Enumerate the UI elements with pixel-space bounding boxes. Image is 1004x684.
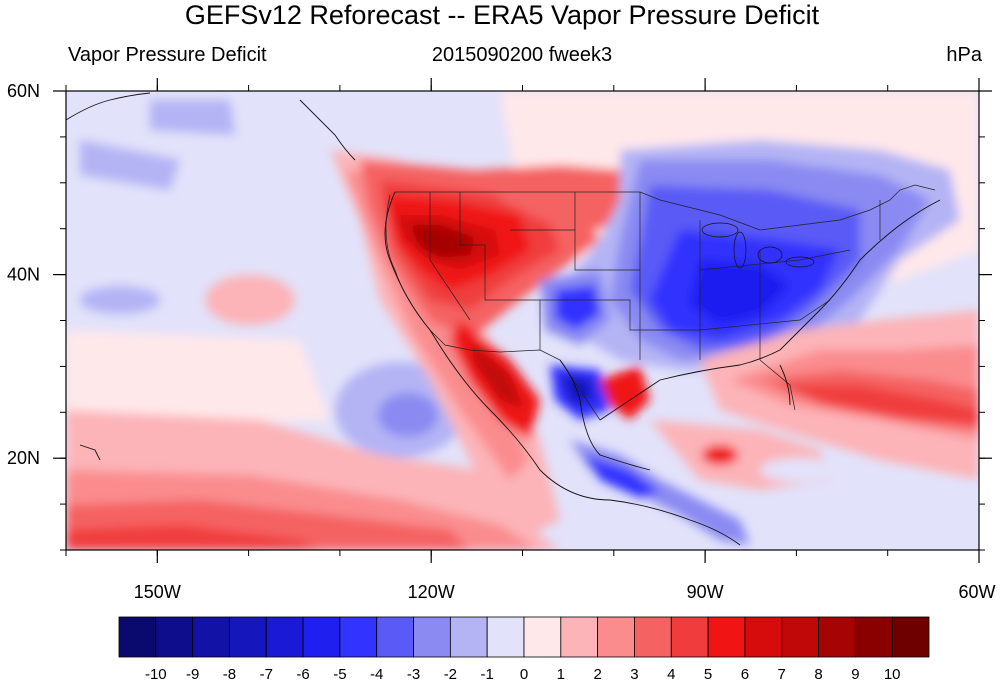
lat-tick-label: 60N: [7, 81, 40, 101]
colorbar-label: 4: [667, 666, 675, 683]
forecast-date-label: 2015090200 fweek3: [431, 44, 613, 66]
great-lakes: [701, 222, 815, 269]
colorbar-label: -3: [407, 666, 420, 683]
lat-tick-label: 40N: [7, 265, 40, 285]
colorbar-swatch: [449, 616, 488, 658]
colorbar-swatch: [818, 616, 856, 658]
colorbar-label: 5: [704, 666, 712, 683]
colorbar-swatch: [192, 616, 230, 658]
colorbar-swatch: [560, 616, 599, 658]
colorbar-swatch: [413, 616, 451, 658]
axis-ticks: [53, 78, 992, 563]
colorbar-label: 10: [884, 666, 901, 683]
colorbar-label: -6: [296, 666, 309, 683]
colorbar-swatch: [523, 616, 562, 658]
colorbar-swatch: [155, 616, 194, 658]
colorbar-label: -10: [145, 666, 167, 683]
colorbar-swatch: [597, 616, 635, 658]
colorbar-swatch: [486, 616, 525, 658]
colorbar-label: -2: [444, 666, 457, 683]
lon-tick-label: 150W: [134, 582, 181, 602]
colorbar-label: 9: [851, 666, 859, 683]
colorbar-swatch: [891, 616, 930, 658]
variable-label: Vapor Pressure Deficit: [68, 44, 267, 66]
colorbar-swatch: [376, 616, 414, 658]
colorbar-swatch: [265, 616, 304, 658]
colorbar-swatch: [781, 616, 819, 658]
colorbar-swatch: [118, 616, 157, 658]
colorbar-swatch: [302, 616, 341, 658]
axis-tick-labels: 150W 120W 90W 60W 60N 40N 20N: [7, 81, 996, 602]
colorbar-label: 6: [741, 666, 749, 683]
colorbar-label: 1: [557, 666, 565, 683]
colorbar-label: -9: [186, 666, 199, 683]
colorbar-label: 0: [520, 666, 528, 683]
colorbar-swatch: [670, 616, 709, 658]
colorbar-label: -7: [260, 666, 273, 683]
colorbar-swatch: [707, 616, 746, 658]
colorbar-label: 2: [593, 666, 601, 683]
colorbar-swatch: [634, 616, 672, 658]
colorbar-swatch: [339, 616, 378, 658]
colorbar-swatch: [229, 616, 267, 658]
colorbar-swatch: [744, 616, 783, 658]
lon-tick-label: 90W: [687, 582, 724, 602]
colorbar-label: 7: [778, 666, 786, 683]
coastlines: [66, 92, 941, 546]
colorbar-label: -1: [481, 666, 494, 683]
map-title: GEFSv12 Reforecast -- ERA5 Vapor Pressur…: [184, 0, 820, 30]
colorbar-swatch: [854, 616, 893, 658]
field-smooth-layer: [66, 91, 979, 550]
colorbar-labels: -10 -9 -8 -7 -6 -5 -4 -3 -2 -1 0 1 2 3 4 5 6 7 8 9 10: [145, 666, 901, 683]
colorbar-label: 3: [630, 666, 638, 683]
colorbar-label: -8: [223, 666, 236, 683]
units-label: hPa: [946, 44, 982, 66]
colorbar-label: -4: [370, 666, 383, 683]
colorbar-label: 8: [814, 666, 822, 683]
colorbar-label: -5: [333, 666, 346, 683]
lat-tick-label: 20N: [7, 448, 40, 468]
lon-tick-label: 60W: [958, 582, 995, 602]
colorbar: [118, 616, 930, 658]
vpd-field: [66, 91, 979, 550]
lon-tick-label: 120W: [408, 582, 455, 602]
political-boundaries: [385, 184, 936, 421]
